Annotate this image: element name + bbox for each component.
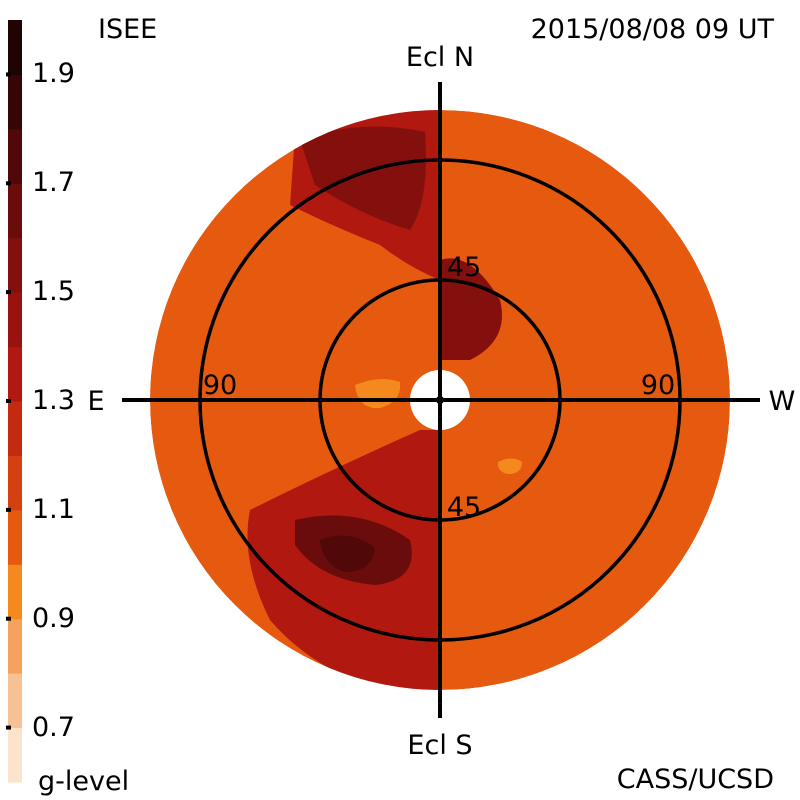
axis-label-north: Ecl N bbox=[406, 42, 474, 73]
ring-label: 45 bbox=[447, 492, 481, 523]
axis-label-east: E bbox=[87, 386, 104, 417]
colorbar-tick bbox=[6, 399, 11, 403]
colorbar-segment bbox=[8, 673, 22, 729]
colorbar-segment bbox=[8, 401, 22, 456]
ring-label: 45 bbox=[447, 252, 481, 283]
axis-label-south: Ecl S bbox=[407, 730, 472, 761]
colorbar-tick-label: 1.9 bbox=[32, 58, 75, 90]
colorbar-tick-label: 1.1 bbox=[32, 493, 75, 525]
sun-center-dot bbox=[436, 396, 444, 404]
ring-label: 90 bbox=[203, 370, 237, 401]
brightness-feature bbox=[300, 126, 426, 230]
colorbar-tick-label: 0.7 bbox=[32, 711, 75, 743]
colorbar-segment bbox=[8, 618, 22, 674]
colorbar-segment bbox=[8, 564, 22, 620]
colorbar-tick bbox=[6, 616, 11, 621]
credit-label: CASS/UCSD bbox=[616, 764, 774, 795]
brightness-feature bbox=[497, 458, 522, 474]
colorbar-segment bbox=[8, 237, 22, 293]
colorbar-segment bbox=[8, 455, 22, 511]
timestamp-label: 2015/08/08 09 UT bbox=[530, 14, 774, 45]
ring-labels: 45 45 90 90 bbox=[203, 252, 675, 523]
colorbar-tick-label: 1.3 bbox=[32, 385, 75, 416]
ring-label: 90 bbox=[641, 370, 675, 401]
colorbar-tick bbox=[6, 72, 11, 77]
colorbar-segment bbox=[8, 509, 22, 565]
colorbar-segment bbox=[8, 727, 22, 783]
colorbar-segment bbox=[8, 128, 22, 184]
colorbar-segment bbox=[8, 292, 22, 348]
colorbar-segment bbox=[8, 346, 22, 402]
colorbar-tick-label: 0.9 bbox=[32, 602, 75, 634]
colorbar-segment bbox=[8, 74, 22, 130]
colorbar-tick bbox=[6, 725, 11, 730]
colorbar-tick bbox=[6, 290, 11, 295]
brightness-feature bbox=[440, 258, 502, 360]
colorbar bbox=[6, 20, 22, 783]
axis-label-west: W bbox=[769, 386, 796, 417]
brightness-feature bbox=[320, 535, 375, 572]
colorbar-tick-label: 1.7 bbox=[32, 167, 75, 199]
colorbar-segment bbox=[8, 183, 22, 239]
colorbar-tick bbox=[6, 181, 11, 186]
source-label: ISEE bbox=[98, 14, 158, 45]
colorbar-title: g-level bbox=[38, 766, 130, 797]
colorbar-tick bbox=[6, 507, 11, 512]
colorbar-tick-label: 1.5 bbox=[32, 276, 75, 308]
colorbar-segment bbox=[8, 20, 22, 75]
